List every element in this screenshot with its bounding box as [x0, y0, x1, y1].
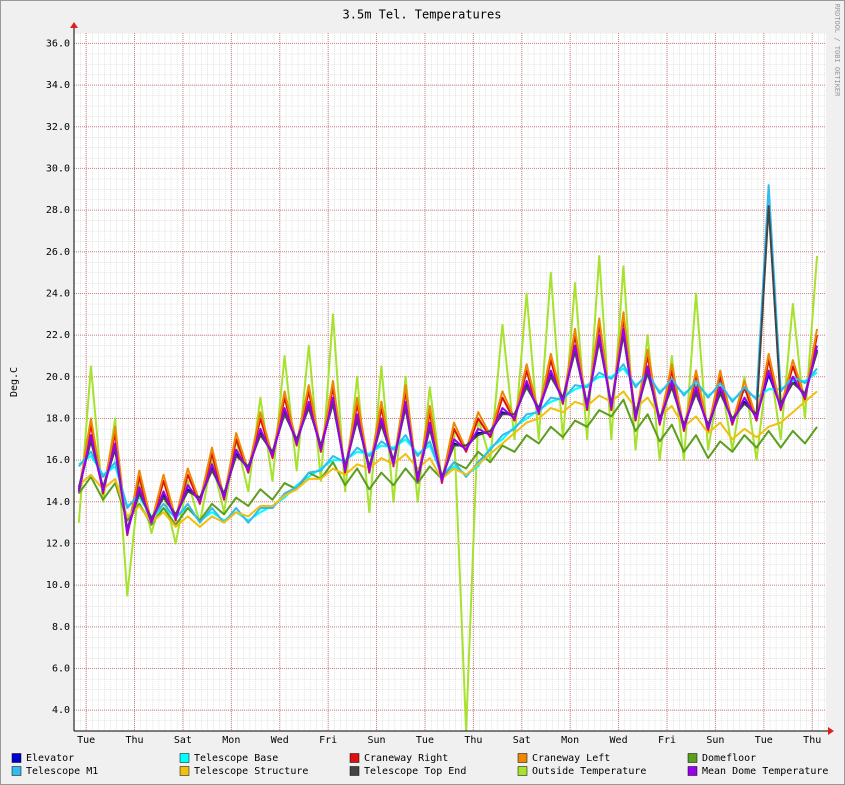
x-tick-label: Sun [368, 735, 386, 746]
y-tick-label: 10.0 [46, 580, 70, 591]
legend-swatch [349, 753, 360, 763]
legend-swatch [11, 753, 22, 763]
x-tick-label: Mon [222, 735, 240, 746]
x-tick-label: Thu [125, 735, 143, 746]
x-tick-label: Mon [561, 735, 579, 746]
y-tick-label: 30.0 [46, 163, 70, 174]
legend-swatch [517, 753, 528, 763]
legend-label: Domefloor [702, 753, 756, 764]
y-tick-label: 28.0 [46, 205, 70, 216]
legend-swatch [179, 753, 190, 763]
x-tick-label: Thu [464, 735, 482, 746]
legend-swatch [11, 766, 22, 776]
y-tick-label: 22.0 [46, 330, 70, 341]
x-tick-label: Tue [755, 735, 773, 746]
legend-swatch [349, 766, 360, 776]
y-tick-label: 34.0 [46, 80, 70, 91]
legend-label: Elevator [26, 753, 74, 764]
legend-label: Mean Dome Temperature [702, 766, 828, 777]
x-tick-label: Tue [77, 735, 95, 746]
x-tick-label: Wed [271, 735, 289, 746]
legend-label: Craneway Right [364, 753, 448, 764]
legend-swatch [687, 753, 698, 763]
legend-swatch [687, 766, 698, 776]
y-axis-arrow [70, 22, 78, 28]
y-tick-label: 16.0 [46, 455, 70, 466]
legend-label: Telescope M1 [26, 766, 98, 777]
series-line [78, 390, 818, 528]
legend-swatch [517, 766, 528, 776]
y-tick-label: 36.0 [46, 38, 70, 49]
x-axis-arrow [828, 727, 834, 735]
y-tick-label: 8.0 [52, 622, 70, 633]
x-tick-label: Fri [319, 735, 337, 746]
minor-grid [74, 33, 826, 731]
x-tick-label: Thu [803, 735, 821, 746]
y-tick-label: 18.0 [46, 413, 70, 424]
x-tick-label: Fri [658, 735, 676, 746]
y-tick-label: 4.0 [52, 705, 70, 716]
y-tick-label: 20.0 [46, 372, 70, 383]
y-tick-label: 24.0 [46, 288, 70, 299]
x-tick-label: Sat [174, 735, 192, 746]
y-tick-label: 32.0 [46, 122, 70, 133]
x-tick-label: Sat [513, 735, 531, 746]
y-tick-label: 6.0 [52, 663, 70, 674]
legend-label: Telescope Top End [364, 766, 466, 777]
chart-title: 3.5m Tel. Temperatures [343, 8, 502, 22]
series-line [77, 327, 819, 535]
y-tick-label: 14.0 [46, 497, 70, 508]
legend-label: Craneway Left [532, 753, 610, 764]
y-tick-label: 12.0 [46, 538, 70, 549]
legend-label: Telescope Structure [194, 766, 308, 777]
x-tick-label: Wed [610, 735, 628, 746]
series-line [78, 184, 818, 524]
y-axis-label: Deg.C [9, 367, 20, 397]
legend-label: Telescope Base [194, 753, 278, 764]
x-tick-label: Sun [706, 735, 724, 746]
x-tick-label: Tue [416, 735, 434, 746]
y-tick-label: 26.0 [46, 247, 70, 258]
legend-swatch [179, 766, 190, 776]
watermark: RRDTOOL / TOBI OETIKER [833, 4, 841, 98]
legend-label: Outside Temperature [532, 766, 646, 777]
